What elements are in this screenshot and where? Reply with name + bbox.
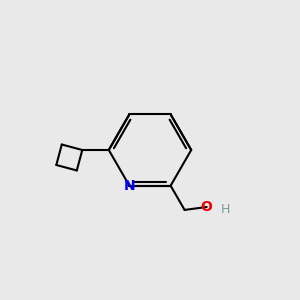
Text: O: O (201, 200, 213, 214)
Text: N: N (124, 179, 135, 193)
Text: H: H (221, 203, 230, 216)
